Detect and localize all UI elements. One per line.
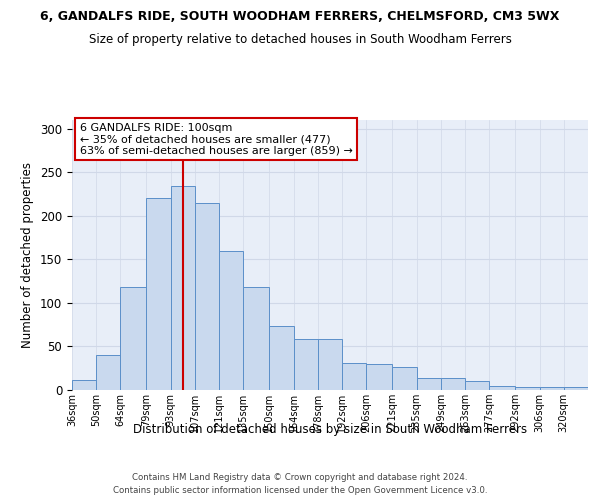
Bar [564,388,588,390]
Y-axis label: Number of detached properties: Number of detached properties [22,162,34,348]
Bar [195,202,219,390]
Bar [269,326,293,390]
Bar [146,198,170,390]
Bar [490,386,515,390]
Bar [219,250,244,390]
Bar [539,388,564,390]
Bar [515,386,539,390]
Bar [96,355,121,390]
Bar [244,287,269,390]
Bar [72,380,96,390]
Text: Contains public sector information licensed under the Open Government Licence v3: Contains public sector information licen… [113,486,487,495]
Bar [392,368,416,390]
Text: Size of property relative to detached houses in South Woodham Ferrers: Size of property relative to detached ho… [89,32,511,46]
Text: 6, GANDALFS RIDE, SOUTH WOODHAM FERRERS, CHELMSFORD, CM3 5WX: 6, GANDALFS RIDE, SOUTH WOODHAM FERRERS,… [40,10,560,23]
Bar [318,338,342,390]
Bar [416,378,441,390]
Bar [121,287,146,390]
Bar [170,186,195,390]
Bar [293,338,318,390]
Text: Distribution of detached houses by size in South Woodham Ferrers: Distribution of detached houses by size … [133,422,527,436]
Bar [367,364,392,390]
Text: Contains HM Land Registry data © Crown copyright and database right 2024.: Contains HM Land Registry data © Crown c… [132,472,468,482]
Bar [465,382,490,390]
Bar [441,378,465,390]
Bar [342,363,367,390]
Text: 6 GANDALFS RIDE: 100sqm
← 35% of detached houses are smaller (477)
63% of semi-d: 6 GANDALFS RIDE: 100sqm ← 35% of detache… [80,122,353,156]
